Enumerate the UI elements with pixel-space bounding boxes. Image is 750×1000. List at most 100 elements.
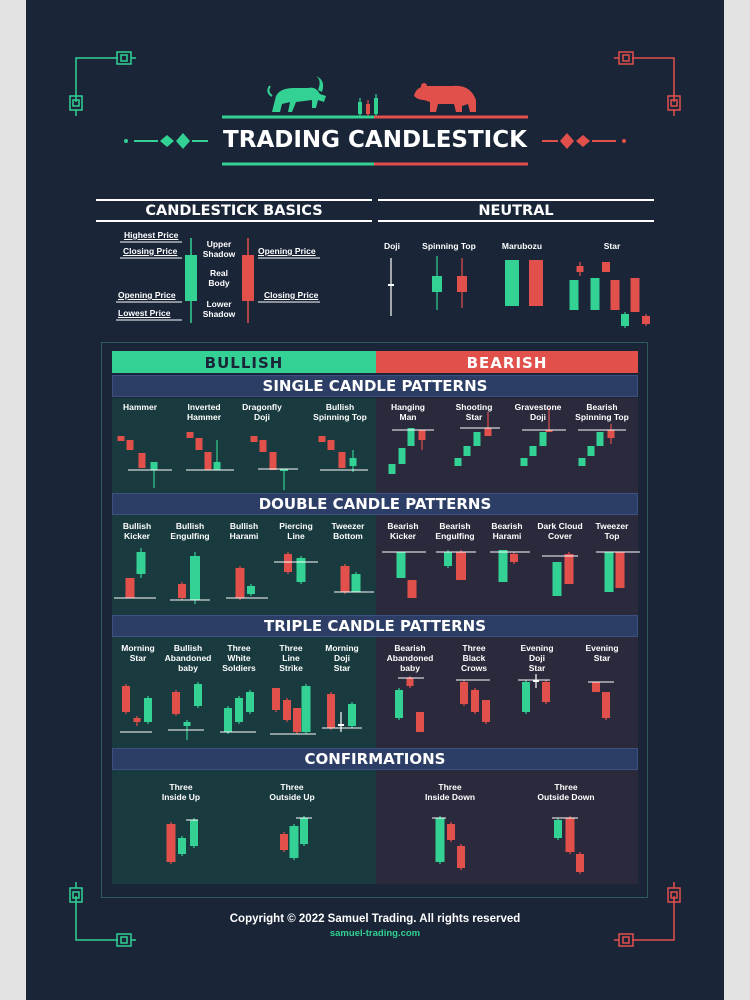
candle xyxy=(150,462,158,488)
pattern-label: Evening Doji Star xyxy=(520,643,554,673)
candle xyxy=(340,564,350,594)
candle xyxy=(195,438,203,450)
neutral-label-spinning-top: Spinning Top xyxy=(422,241,476,251)
candle xyxy=(456,550,466,580)
candle xyxy=(602,262,610,272)
candle xyxy=(529,260,543,306)
candle xyxy=(293,708,301,734)
candle xyxy=(398,448,406,464)
candle xyxy=(338,452,346,468)
double-patterns-heading: DOUBLE CANDLE PATTERNS xyxy=(258,495,492,513)
candle xyxy=(246,690,254,714)
candle xyxy=(590,278,600,310)
pattern-label: Three White Soldiers xyxy=(222,643,256,673)
corner-ornament-icon xyxy=(614,882,681,947)
pattern-label: Dragonfly Doji xyxy=(242,402,282,422)
candle xyxy=(505,260,519,306)
pattern-label: Hammer xyxy=(122,402,158,412)
candle xyxy=(510,552,518,564)
pattern-label: Gravestone Doji xyxy=(514,402,562,422)
label-closing-price-left: Closing Price xyxy=(123,246,178,256)
pattern-label: Bullish Abandoned baby xyxy=(164,643,212,673)
candle xyxy=(178,582,186,600)
pattern-label: Three Inside Up xyxy=(161,782,201,802)
candle xyxy=(351,572,361,592)
candle xyxy=(117,436,125,441)
candle xyxy=(235,696,243,724)
candle xyxy=(144,696,152,724)
candle xyxy=(349,450,357,472)
candle xyxy=(444,550,452,568)
copyright-text: Copyright © 2022 Samuel Trading. All rig… xyxy=(229,913,521,925)
single-patterns-heading: SINGLE CANDLE PATTERNS xyxy=(262,377,488,395)
pattern-label: Three Black Crows xyxy=(461,643,487,673)
candle xyxy=(338,712,344,732)
candle xyxy=(565,816,575,854)
candle xyxy=(576,852,584,874)
label-lower-shadow: Lower Shadow xyxy=(202,299,236,319)
neutral-label-star: Star xyxy=(603,241,621,251)
candle xyxy=(596,432,604,446)
pattern-label: Bearish Engulfing xyxy=(435,521,475,541)
bear-icon xyxy=(414,83,476,112)
pattern-label: Three Inside Down xyxy=(424,782,476,802)
candle xyxy=(454,458,462,466)
candle xyxy=(592,682,600,692)
candle xyxy=(621,312,629,328)
candle xyxy=(569,280,579,310)
candle xyxy=(186,432,194,438)
candle xyxy=(432,256,442,310)
candle xyxy=(482,700,490,724)
candle xyxy=(498,550,508,582)
divider-ornament-icon xyxy=(124,133,208,149)
candle xyxy=(190,552,200,604)
double-patterns-header: DOUBLE CANDLE PATTERNS xyxy=(112,493,638,515)
candle xyxy=(460,680,468,706)
website-link[interactable]: samuel-trading.com xyxy=(329,928,421,939)
candle xyxy=(259,440,267,452)
candle xyxy=(136,548,146,578)
label-real-body: Real Body xyxy=(208,268,230,288)
pattern-label: Inverted Hammer xyxy=(186,402,222,422)
label-lowest-price: Lowest Price xyxy=(118,308,171,318)
candle xyxy=(280,832,288,852)
pattern-label: Morning Doji Star xyxy=(325,643,359,673)
bearish-panel xyxy=(376,398,638,884)
bullish-panel xyxy=(112,398,376,884)
candle xyxy=(284,552,292,574)
candle xyxy=(602,692,610,720)
candle xyxy=(126,440,134,450)
divider-ornament-icon xyxy=(542,133,626,149)
candle xyxy=(301,684,311,734)
pattern-label: Tweezer Bottom xyxy=(331,521,365,541)
bullish-label: BULLISH xyxy=(204,354,284,372)
neutral-heading: NEUTRAL xyxy=(478,203,554,219)
candle xyxy=(447,822,455,842)
candle xyxy=(280,469,288,490)
candle xyxy=(327,440,335,450)
neutral-label-doji: Doji xyxy=(383,241,401,251)
pattern-label: Piercing Line xyxy=(279,521,313,541)
candle xyxy=(615,552,625,588)
candle xyxy=(457,258,467,308)
candle xyxy=(178,836,186,856)
candle xyxy=(166,822,176,864)
candle xyxy=(554,818,562,840)
pattern-label: Bearish Harami xyxy=(491,521,523,541)
candle xyxy=(463,446,471,456)
candle xyxy=(607,424,615,444)
corner-ornament-icon xyxy=(69,882,136,947)
candle xyxy=(520,458,528,466)
pattern-label: Dark Cloud Cover xyxy=(537,521,583,541)
candle xyxy=(213,440,221,470)
confirmations-header: CONFIRMATIONS xyxy=(112,748,638,770)
pattern-label: Bullish Harami xyxy=(229,521,259,541)
candle xyxy=(533,674,539,688)
pattern-label: Hanging Man xyxy=(391,402,425,422)
candle xyxy=(296,556,306,584)
bearish-label: BEARISH xyxy=(466,354,548,372)
neutral-label-marubozu: Marubozu xyxy=(501,241,543,251)
confirmations-heading: CONFIRMATIONS xyxy=(304,750,446,768)
pattern-label: Evening Star xyxy=(585,643,619,663)
